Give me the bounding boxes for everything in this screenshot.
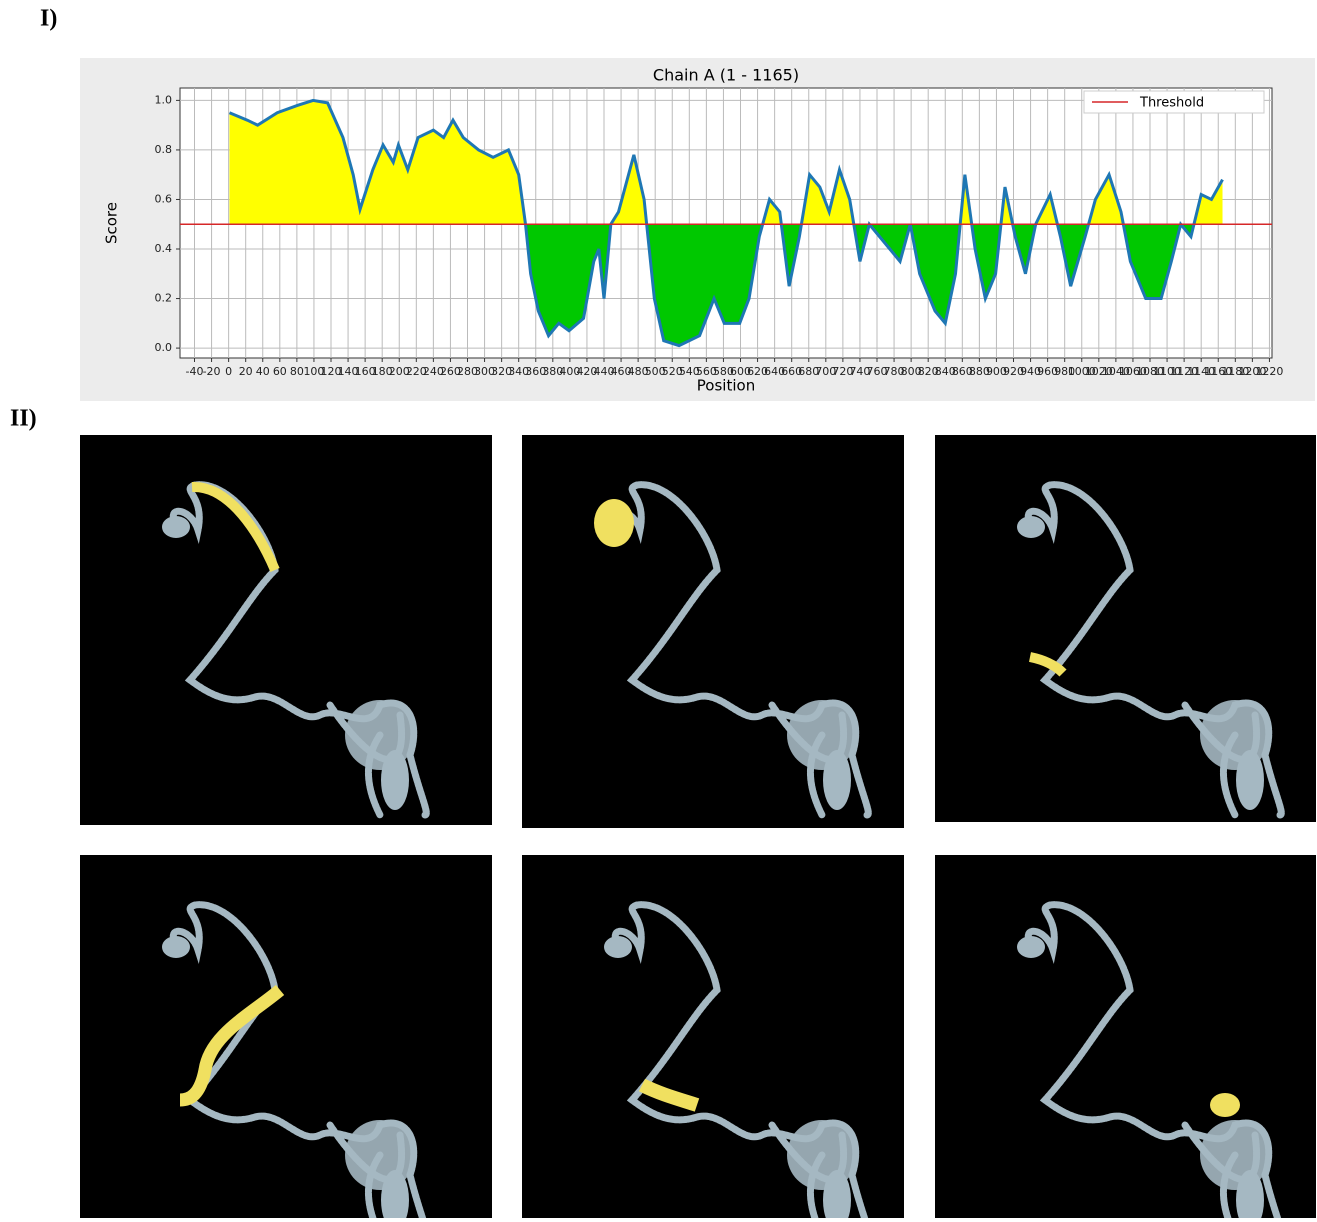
y-axis-label: Score [103,202,121,244]
y-tick-label: 0.8 [155,143,173,156]
structure-image [522,435,904,828]
x-tick-label: 60 [273,365,287,378]
structure-image [80,855,492,1218]
chart-title: Chain A (1 - 1165) [653,66,799,85]
y-tick-label: 0.0 [155,341,173,354]
structure-image [935,435,1316,822]
y-tick-label: 0.2 [155,292,173,305]
x-tick-label: 40 [256,365,270,378]
panel-label: II) [10,406,37,432]
structure-image [522,855,904,1218]
x-tick-label: 0 [225,365,232,378]
y-tick-label: 0.4 [155,242,173,255]
structure-image [80,435,492,825]
x-tick-label: 1220 [1255,365,1283,378]
x-tick-label: -20 [203,365,221,378]
page: I) II) -40-20020406080100120140160180200… [0,0,1317,1222]
figure: I) II) -40-20020406080100120140160180200… [0,0,1317,1218]
legend-label: Threshold [1139,96,1204,111]
structure-image [935,855,1316,1218]
panel-label: I) [40,6,57,32]
x-axis-label: Position [697,377,755,395]
x-tick-label: -40 [186,365,204,378]
y-tick-label: 0.6 [155,192,173,205]
y-tick-label: 1.0 [155,93,173,106]
x-tick-label: 20 [239,365,253,378]
x-tick-label: 80 [290,365,304,378]
